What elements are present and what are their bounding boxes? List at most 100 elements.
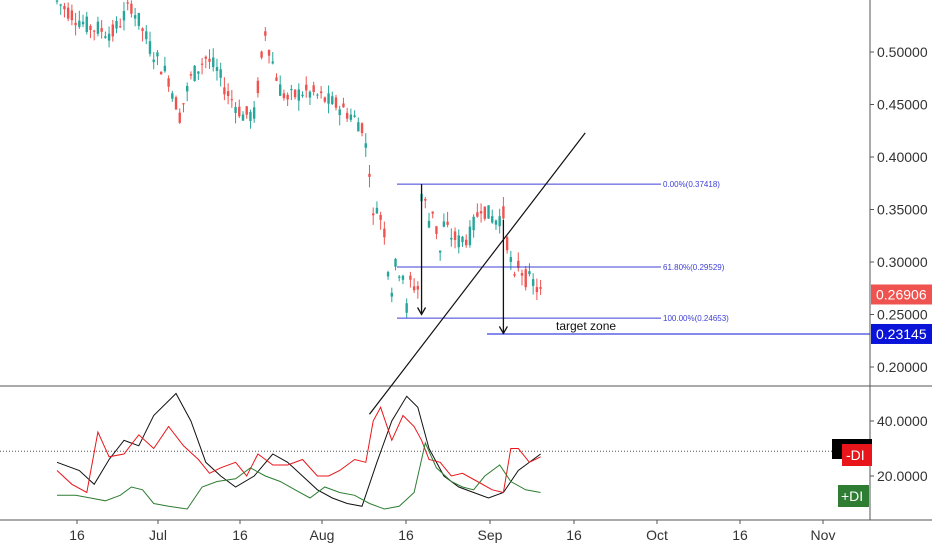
- price-tick-label: 0.40000: [877, 149, 928, 165]
- candle-body: [230, 99, 234, 101]
- candle-body: [491, 216, 494, 223]
- candle: [174, 95, 178, 110]
- candle: [74, 12, 77, 36]
- candle: [70, 4, 74, 26]
- candle: [297, 83, 300, 111]
- candle: [249, 109, 252, 129]
- candle-body: [513, 274, 516, 276]
- price-tick-label: 0.50000: [877, 44, 928, 60]
- candle: [212, 48, 215, 72]
- candle-body: [267, 49, 271, 56]
- candle-body: [472, 216, 475, 231]
- candle: [290, 84, 293, 101]
- candle-body: [509, 257, 513, 262]
- candle: [100, 20, 103, 39]
- candle: [431, 211, 434, 219]
- time-tick-label: 16: [398, 527, 414, 543]
- candle-body: [345, 112, 349, 119]
- candle: [468, 220, 472, 248]
- candle-body: [375, 207, 379, 214]
- candle-body: [130, 3, 133, 14]
- candle: [345, 107, 349, 122]
- indicator-tick-label: 40.0000: [877, 413, 928, 429]
- candle-body: [316, 94, 319, 96]
- candle: [461, 235, 464, 247]
- time-tick-label: 16: [69, 527, 85, 543]
- candle-body: [498, 216, 501, 227]
- candle-body: [438, 250, 442, 253]
- candle: [133, 7, 137, 27]
- candle-body: [453, 231, 457, 240]
- candle: [223, 77, 226, 101]
- candle-body: [171, 93, 174, 99]
- candle: [338, 105, 341, 126]
- candle: [483, 206, 486, 221]
- price-axis-ticks: 0.50000 0.45000 0.40000 0.35000 0.30000 0.250…: [870, 44, 928, 375]
- candle: [491, 209, 494, 224]
- candle: [505, 235, 509, 254]
- candle: [424, 196, 427, 209]
- candle: [539, 279, 542, 296]
- candle-body: [535, 287, 539, 293]
- time-tick-label: Sep: [478, 527, 503, 543]
- time-tick-label: 16: [232, 527, 248, 543]
- candle-body: [223, 87, 226, 95]
- candle-body: [74, 22, 77, 26]
- candle-body: [126, 2, 129, 4]
- candle: [260, 50, 263, 60]
- candle-body: [528, 271, 531, 275]
- candle-body: [465, 239, 468, 246]
- candle-body: [405, 303, 408, 313]
- time-tick-label: 16: [732, 527, 748, 543]
- candle: [349, 108, 353, 123]
- fib-level-label: 100.00%(0.24653): [663, 314, 729, 323]
- target-price-badge-text: 0.23145: [876, 326, 927, 342]
- candle-body: [208, 58, 211, 62]
- candle-body: [364, 143, 367, 148]
- time-tick-label: Aug: [310, 527, 335, 543]
- candle-body: [186, 85, 189, 92]
- candle-body: [409, 275, 412, 280]
- candle: [55, 0, 59, 5]
- candle-body: [539, 287, 542, 289]
- candle: [472, 214, 475, 238]
- candle: [364, 133, 367, 157]
- candle: [416, 281, 420, 299]
- candle: [148, 31, 152, 57]
- candle-body: [427, 220, 431, 228]
- candle-body: [446, 221, 449, 225]
- plus-di-badge: [838, 485, 869, 507]
- candle-body: [264, 31, 267, 36]
- fib-level-label: 0.00%(0.37418): [663, 180, 720, 189]
- candle-body: [189, 74, 193, 76]
- candle-body: [279, 84, 282, 96]
- candle-body: [334, 97, 338, 108]
- candle-body: [483, 206, 486, 219]
- candle: [465, 234, 468, 248]
- candle: [171, 90, 174, 102]
- minus-di-line: [56, 406, 541, 494]
- minus-di-badge-label: -DI: [846, 447, 865, 463]
- candle-body: [178, 112, 181, 123]
- candle-body: [59, 4, 62, 6]
- candle-body: [398, 276, 401, 278]
- candle: [438, 250, 442, 261]
- candle-body: [249, 112, 252, 121]
- candle-body: [494, 220, 498, 225]
- candle-body: [305, 84, 308, 91]
- candle-body: [487, 205, 490, 219]
- candle-body: [461, 236, 464, 243]
- candle: [115, 16, 118, 34]
- candle: [63, 2, 66, 18]
- candle: [531, 273, 535, 295]
- candle-body: [357, 122, 360, 132]
- candle-body: [416, 286, 420, 290]
- candle: [145, 25, 148, 45]
- candle-body: [282, 93, 286, 99]
- time-tick-label: Nov: [811, 527, 836, 543]
- candle: [208, 49, 211, 69]
- candle-body: [290, 88, 293, 91]
- candle-body: [70, 10, 74, 21]
- candle: [517, 252, 520, 272]
